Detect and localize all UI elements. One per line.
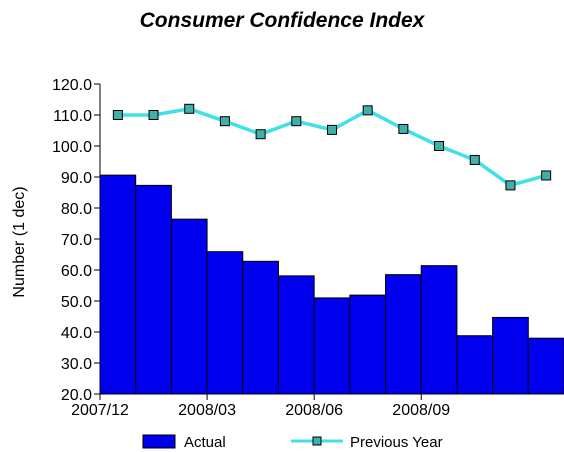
line-previous-year bbox=[117, 107, 547, 188]
legend-previous-year-label: Previous Year bbox=[350, 434, 443, 451]
point-previous-year bbox=[184, 103, 195, 114]
y-tick-label: 120.0 bbox=[52, 77, 92, 94]
bar-actual bbox=[385, 274, 422, 395]
point-previous-year bbox=[291, 116, 302, 127]
point-previous-year bbox=[327, 124, 337, 135]
chart-title: Consumer Confidence Index bbox=[139, 9, 425, 32]
bar-actual bbox=[242, 260, 279, 395]
point-previous-year bbox=[255, 129, 266, 140]
y-tick-label: 90.0 bbox=[61, 170, 92, 187]
legend: Actual Previous Year bbox=[142, 434, 443, 451]
point-previous-year bbox=[148, 110, 159, 120]
point-previous-year bbox=[362, 105, 373, 116]
bar-actual bbox=[277, 275, 315, 395]
line-series-group bbox=[112, 103, 552, 191]
bar-actual bbox=[349, 294, 387, 395]
y-tick-label: 110.0 bbox=[53, 108, 92, 125]
legend-actual-label: Actual bbox=[184, 434, 226, 451]
bars-group bbox=[99, 174, 564, 395]
point-previous-year bbox=[219, 116, 230, 127]
x-tick-label: 2007/12 bbox=[71, 402, 129, 419]
bar-actual bbox=[527, 337, 564, 395]
point-previous-year bbox=[398, 123, 409, 134]
y-tick-label: 30.0 bbox=[61, 356, 92, 373]
point-previous-year bbox=[434, 141, 445, 151]
y-axis-title: Number (1 dec) bbox=[11, 186, 28, 297]
bar-actual bbox=[135, 184, 172, 395]
y-tick-label: 60.0 bbox=[61, 263, 92, 280]
point-previous-year bbox=[505, 180, 516, 191]
point-previous-year bbox=[112, 110, 123, 120]
bar-actual bbox=[206, 251, 244, 395]
y-tick-label: 50.0 bbox=[61, 294, 92, 311]
bar-actual bbox=[170, 218, 208, 395]
bar-actual bbox=[420, 265, 458, 395]
bar-actual bbox=[99, 174, 137, 395]
y-tick-label: 20.0 bbox=[61, 387, 92, 404]
legend-previous-year-marker bbox=[312, 436, 322, 446]
y-tick-label: 100.0 bbox=[52, 139, 92, 156]
point-previous-year bbox=[469, 154, 480, 165]
y-tick-label: 80.0 bbox=[61, 201, 92, 218]
bar-actual bbox=[456, 335, 494, 395]
x-tick-label: 2008/03 bbox=[178, 402, 236, 419]
y-tick-label: 40.0 bbox=[61, 325, 92, 342]
legend-actual-swatch bbox=[142, 434, 176, 449]
y-tick-label: 70.0 bbox=[61, 232, 92, 249]
bar-actual bbox=[492, 316, 529, 395]
x-axis: 2007/12 2008/03 2008/06 2008/09 bbox=[71, 393, 564, 419]
x-tick-label: 2008/06 bbox=[285, 402, 343, 419]
point-previous-year bbox=[541, 170, 552, 181]
bar-actual bbox=[313, 297, 351, 395]
y-axis: 120.0 110.0 100.0 90.0 80.0 70.0 60.0 50.0 40.0 3… bbox=[52, 77, 101, 404]
x-tick-label: 2008/09 bbox=[392, 402, 450, 419]
